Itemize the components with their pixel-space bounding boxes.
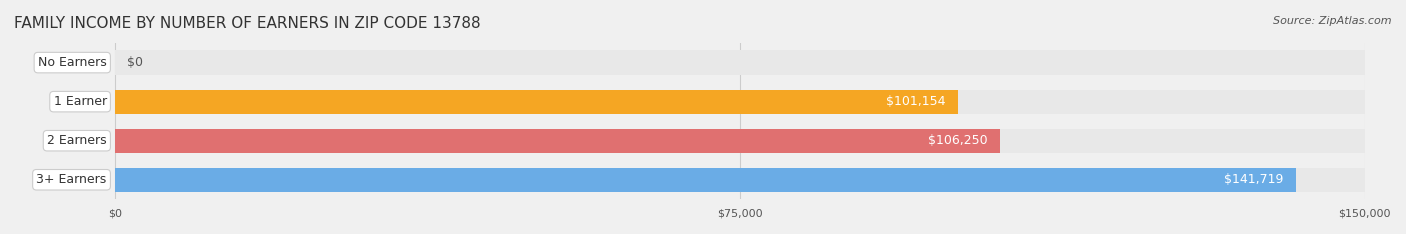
Text: 3+ Earners: 3+ Earners [37, 173, 107, 186]
Text: No Earners: No Earners [38, 56, 107, 69]
Text: 2 Earners: 2 Earners [46, 134, 107, 147]
Bar [115, 90, 1365, 114]
Bar [115, 168, 1296, 192]
Text: $101,154: $101,154 [886, 95, 945, 108]
Bar [115, 129, 1000, 153]
Text: 1 Earner: 1 Earner [53, 95, 107, 108]
Text: $106,250: $106,250 [928, 134, 988, 147]
Text: $141,719: $141,719 [1223, 173, 1284, 186]
Bar [115, 168, 1365, 192]
Bar [115, 129, 1365, 153]
Text: FAMILY INCOME BY NUMBER OF EARNERS IN ZIP CODE 13788: FAMILY INCOME BY NUMBER OF EARNERS IN ZI… [14, 16, 481, 31]
Bar [115, 90, 957, 114]
Text: Source: ZipAtlas.com: Source: ZipAtlas.com [1274, 16, 1392, 26]
Bar [115, 51, 1365, 75]
Text: $0: $0 [128, 56, 143, 69]
